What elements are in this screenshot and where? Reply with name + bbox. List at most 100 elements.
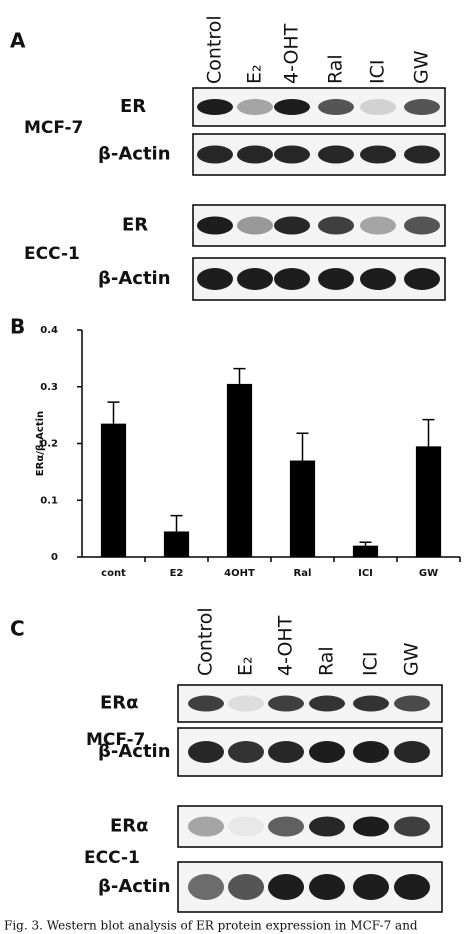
error-bar [170,514,183,532]
lane-label: GW [411,50,433,84]
bar [352,545,379,557]
band [404,268,440,290]
lane-label: Ral [325,54,347,84]
x-tick-label: cont [101,568,126,579]
blot-label: ERα [110,816,149,837]
band [353,741,389,763]
band [360,145,396,164]
band [274,99,310,115]
band [404,99,440,115]
band [237,216,273,235]
band [309,741,345,763]
x-tick-label: E2 [170,568,184,579]
band [197,216,233,235]
band [309,874,345,900]
band [318,99,354,115]
band [404,145,440,164]
band [268,874,304,900]
x-tick-label: GW [419,568,438,579]
bar [415,446,442,557]
band [268,695,304,712]
band [353,695,389,712]
y-axis-title: ERα/β-Actin [35,411,46,476]
band [237,268,273,290]
band [360,268,396,290]
cell-line-label: ECC-1 [84,848,140,868]
cell-line-label: MCF-7 [24,118,83,138]
band [197,268,233,290]
band [237,99,273,115]
band [188,695,224,712]
band [188,874,224,900]
error-bar [233,367,246,384]
band [188,816,224,837]
lane-label: 4-OHT [281,23,303,84]
panel-label: C [10,617,25,641]
band [404,216,440,235]
bar [289,460,316,557]
band [309,695,345,712]
band [360,99,396,115]
bar [226,383,253,557]
y-tick-label: 0.1 [40,495,58,506]
band [268,741,304,763]
blot-label: β-Actin [98,741,171,762]
band [318,145,354,164]
band [318,268,354,290]
band [353,874,389,900]
error-bar [359,541,372,546]
blot-label: β-Actin [98,876,171,897]
cell-line-label: MCF-7 [86,730,145,750]
band [237,145,273,164]
blot-label: ER [120,96,146,117]
band [360,216,396,235]
band [274,268,310,290]
band [274,145,310,164]
y-tick-label: 0 [51,552,58,563]
lane-label: Control [195,607,217,676]
y-tick-label: 0.2 [40,439,58,450]
band [228,816,264,837]
band [309,816,345,837]
x-tick-label: Ral [294,568,312,579]
blot-label: β-Actin [98,268,171,289]
band [228,874,264,900]
blot-label: ER [122,215,148,236]
band [394,741,430,763]
blot-label: ERα [100,693,139,714]
cell-line-label: ECC-1 [24,244,80,264]
bar [100,423,127,557]
band [394,874,430,900]
x-tick-label: ICI [358,568,373,579]
band [394,695,430,712]
band [197,145,233,164]
error-bar [107,401,120,424]
y-tick-label: 0.4 [40,325,58,336]
y-tick-label: 0.3 [40,382,58,393]
lane-label: ICI [360,652,382,676]
blot-label: β-Actin [98,144,171,165]
error-bar [296,432,309,461]
band [394,816,430,837]
caption: Fig. 3. Western blot analysis of ER prot… [4,919,418,933]
band [268,816,304,837]
x-tick-label: 4OHT [224,568,255,579]
band [228,741,264,763]
band [188,741,224,763]
lane-label: Control [204,15,226,84]
band [228,695,264,712]
band [197,99,233,115]
panel-label: A [10,29,26,53]
band [274,216,310,235]
error-bar [422,418,435,447]
lane-label: 4-OHT [275,615,297,676]
lane-label: E₂ [235,656,257,676]
lane-label: E₂ [244,64,266,84]
lane-label: ICI [367,60,389,84]
band [353,816,389,837]
bar [163,531,190,557]
lane-label: Ral [316,646,338,676]
band [318,216,354,235]
panel-label: B [10,315,25,339]
lane-label: GW [401,642,423,676]
